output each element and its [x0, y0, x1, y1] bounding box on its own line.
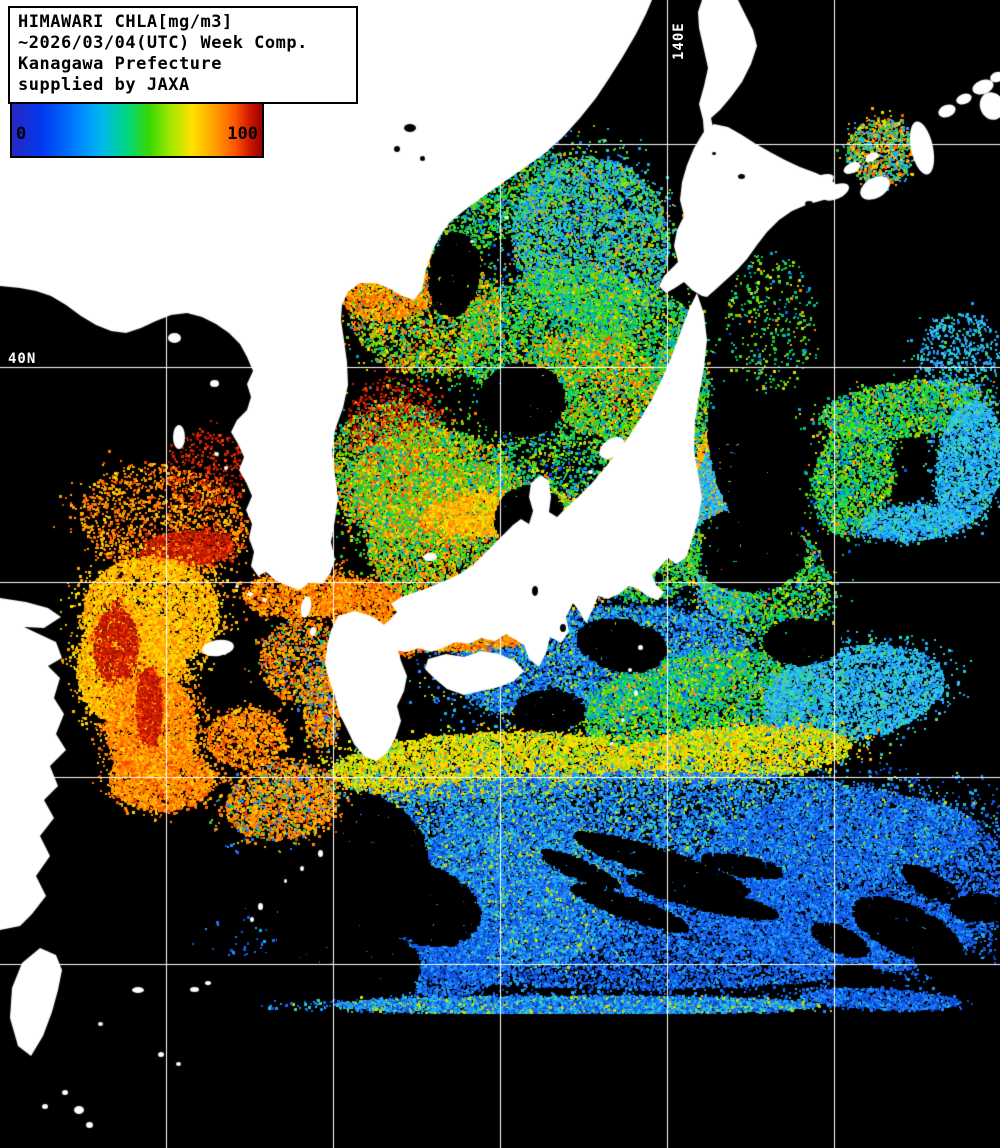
title-line-supplier: supplied by JAXA	[18, 75, 190, 95]
colorbar-max-label: 100	[227, 124, 258, 144]
grid-longitude-label-140e: 140E	[670, 6, 688, 60]
title-line-product: HIMAWARI CHLA[mg/m3]	[18, 12, 233, 32]
title-box: HIMAWARI CHLA[mg/m3] ~2026/03/04(UTC) We…	[8, 6, 358, 104]
grid-latitude-label-40n: 40N	[8, 351, 37, 367]
title-line-prefecture: Kanagawa Prefecture	[18, 54, 222, 74]
colorbar: 0 100	[10, 102, 264, 158]
grid-longitude-label-text: 140E	[671, 22, 687, 60]
colorbar-min-label: 0	[16, 124, 27, 144]
title-line-date: ~2026/03/04(UTC) Week Comp.	[18, 33, 308, 53]
